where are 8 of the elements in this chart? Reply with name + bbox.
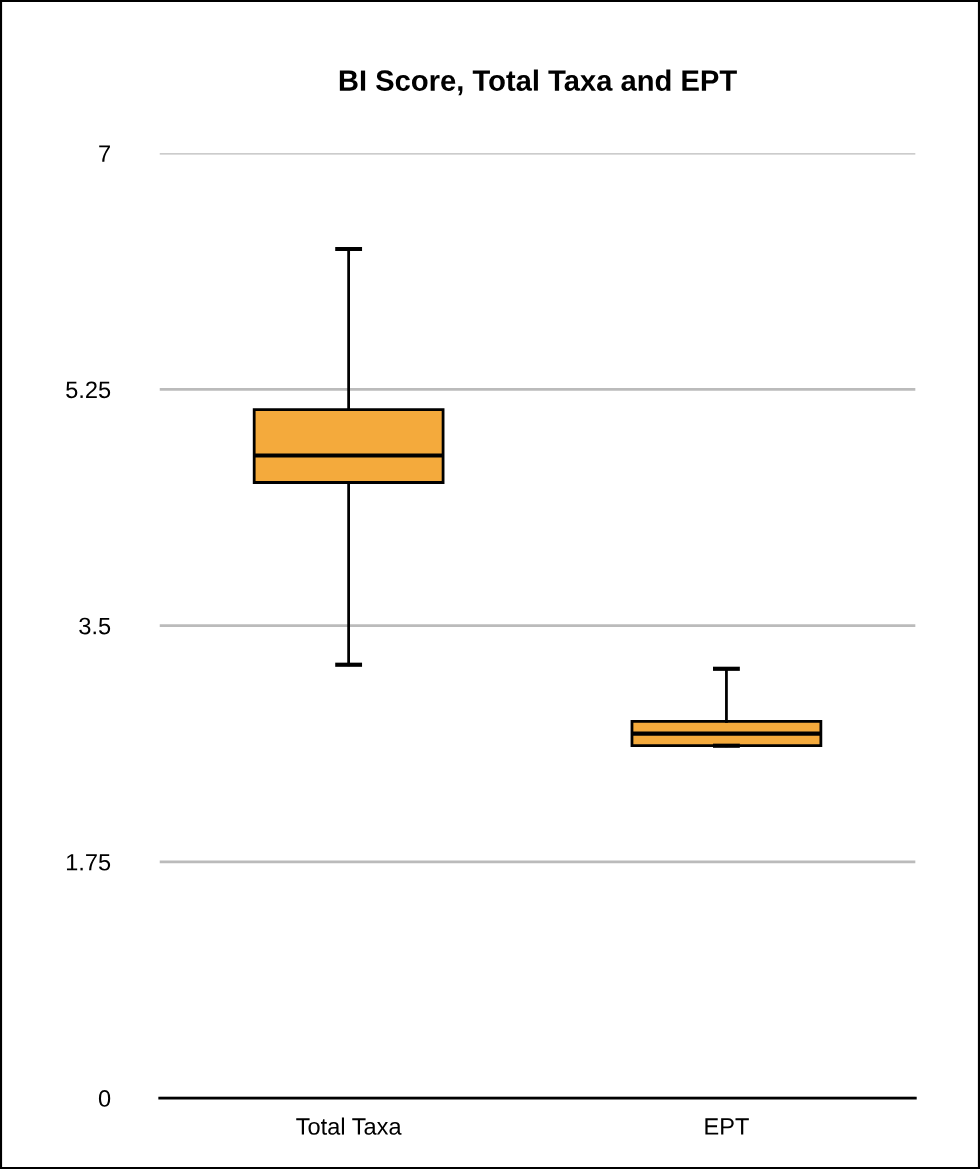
- y-tick-label: 7: [99, 145, 110, 162]
- y-tick-label: 1.75: [66, 854, 111, 871]
- y-tick-label: 0: [98, 1090, 111, 1107]
- y-tick-label: 3.5: [79, 617, 111, 635]
- chart-title: BI Score, Total Taxa and EPT: [339, 69, 737, 96]
- x-tick-label: Total Taxa: [296, 1117, 402, 1135]
- x-tick-label: EPT: [705, 1118, 749, 1135]
- y-tick-label: 5.25: [66, 381, 111, 399]
